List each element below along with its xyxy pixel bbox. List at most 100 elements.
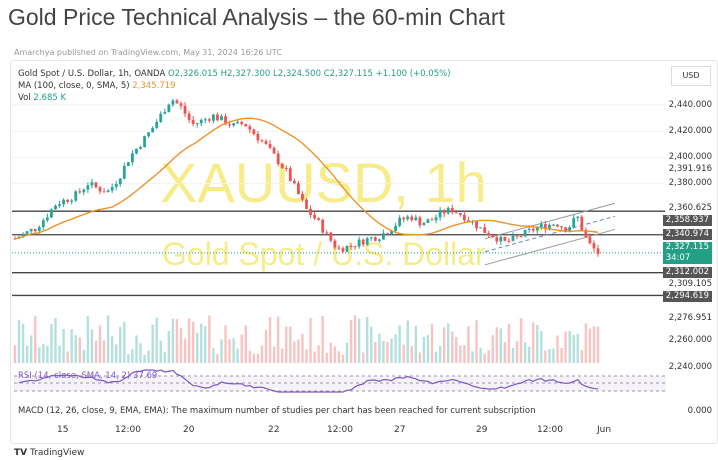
volume-bar: [321, 315, 324, 363]
volume-bar: [398, 325, 401, 363]
volume-bar: [187, 318, 191, 363]
volume-bar: [422, 336, 426, 363]
volume-bar: [442, 327, 446, 363]
price-tick: 2,440.000: [668, 99, 712, 110]
volume-bar: [309, 318, 312, 363]
candle-body: [29, 229, 33, 232]
candle-body: [442, 210, 446, 214]
candle-body: [216, 114, 219, 121]
price-tick: 2,240.000: [668, 361, 712, 372]
volume-bar: [467, 326, 470, 363]
candle-body: [122, 165, 126, 179]
candle-body: [349, 245, 353, 247]
volume-bar: [410, 346, 413, 363]
volume-bar: [471, 351, 474, 363]
candle-body: [309, 208, 312, 215]
currency-button[interactable]: USD: [671, 66, 711, 86]
volume-bar: [191, 321, 195, 363]
candle-body: [126, 162, 130, 166]
volume-bar: [507, 324, 511, 363]
candle-body: [143, 136, 146, 147]
candle-body: [365, 238, 369, 245]
moving-average-line: [14, 117, 599, 240]
volume-bar: [552, 348, 555, 363]
candle-body: [90, 182, 94, 186]
candle-body: [317, 218, 321, 220]
volume-bar: [90, 329, 94, 363]
candle-body: [394, 225, 397, 231]
volume-bar: [151, 324, 154, 363]
volume-bar: [463, 345, 466, 363]
volume-bar: [483, 354, 486, 363]
rsi-legend: RSI (14, close, SMA, 14, 2) 37.69: [18, 371, 157, 381]
page-title: Gold Price Technical Analysis – the 60-m…: [8, 4, 505, 30]
candle-body: [390, 230, 393, 235]
candle-body: [382, 233, 385, 240]
candle-body: [264, 141, 268, 144]
volume-bar: [175, 319, 179, 363]
volume-bar: [119, 327, 122, 363]
legend-high: H2,327.300: [220, 69, 271, 79]
candle-body: [163, 112, 167, 114]
volume-bar: [580, 350, 584, 363]
candle-body: [576, 216, 580, 219]
candle-body: [228, 124, 231, 126]
tradingview-logo: TV TradingView: [14, 448, 84, 458]
volume-bar: [289, 326, 292, 363]
candle-body: [353, 245, 357, 247]
candle-body: [543, 224, 547, 230]
volume-bar: [596, 326, 600, 363]
volume-bar: [515, 341, 519, 363]
volume-bar: [532, 322, 535, 363]
price-tick: 2,360.625: [668, 203, 712, 214]
candle-body: [548, 224, 551, 230]
candle-body: [434, 217, 438, 221]
time-tick: 12:00: [327, 425, 353, 435]
candle-body: [564, 227, 568, 233]
volume-bar: [447, 323, 450, 363]
volume-bar: [208, 315, 211, 363]
candle-body: [479, 227, 482, 229]
candle-body: [373, 237, 377, 241]
volume-bar: [281, 348, 284, 363]
candle-body: [511, 235, 515, 241]
volume-bar: [54, 317, 57, 363]
watermark-name: Gold Spot / U.S. Dollar: [162, 236, 486, 272]
candle-body: [515, 235, 519, 237]
volume-bar: [143, 354, 146, 363]
candle-body: [483, 227, 487, 233]
volume-bar: [244, 325, 247, 363]
published-line: Amarchya published on TradingView.com, M…: [14, 48, 282, 57]
candle-body: [450, 207, 454, 213]
volume-bar: [29, 335, 33, 363]
volume-bar: [78, 337, 81, 363]
candle-body: [297, 183, 300, 195]
volume-bar: [147, 350, 150, 363]
volume-bar: [252, 353, 256, 363]
macd-value: 0.000: [687, 406, 712, 416]
volume-bar: [341, 354, 345, 363]
candle-body: [151, 127, 155, 133]
candle-body: [519, 236, 523, 238]
candle-body: [224, 116, 227, 125]
candle-body: [58, 204, 61, 206]
candle-body: [187, 113, 191, 120]
candle-body: [159, 113, 163, 122]
volume-bar: [200, 323, 203, 363]
volume-bar: [426, 335, 430, 363]
volume-bar: [370, 326, 373, 363]
volume-bar: [216, 354, 219, 363]
volume-bar: [592, 326, 596, 363]
volume-bar: [349, 320, 353, 363]
candle-body: [236, 121, 240, 124]
volume-bar: [345, 342, 349, 363]
candle-body: [418, 217, 422, 226]
volume-bar: [159, 340, 162, 363]
volume-bar: [285, 326, 288, 363]
volume-bar: [544, 350, 547, 363]
candle-body: [21, 233, 25, 238]
volume-bar: [50, 324, 53, 363]
candle-body: [131, 153, 134, 163]
candle-body: [106, 190, 110, 193]
